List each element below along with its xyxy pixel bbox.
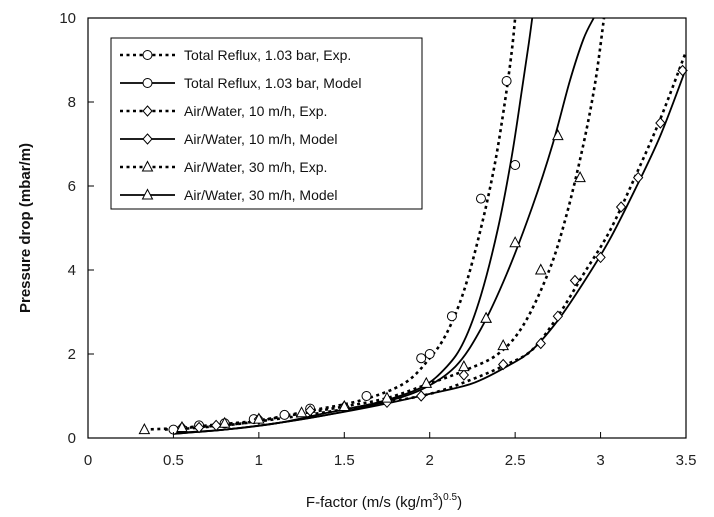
data-point-triangle [420, 376, 433, 388]
data-point-diamond [210, 419, 222, 432]
legend-swatch-marker [142, 50, 153, 60]
data-point-triangle [574, 171, 586, 183]
data-point-diamond [498, 358, 509, 371]
data-point-diamond [415, 390, 427, 402]
x-tick-label: 2 [426, 452, 434, 469]
data-point-diamond [535, 337, 546, 350]
legend-swatch-marker [142, 105, 153, 117]
x-axis-title: F-factor (m/s (kg/m3)0.5) [306, 492, 462, 511]
x-axis-ticks: 0 0.5 1 1.5 2 2.5 3 3.5 [84, 432, 697, 469]
data-point-triangle [295, 406, 308, 418]
data-point-diamond [595, 251, 606, 264]
data-point-triangle [338, 399, 351, 411]
legend-label: Total Reflux, 1.03 bar, Model [184, 75, 361, 91]
data-point-circle [501, 76, 512, 86]
data-point-diamond [552, 310, 564, 322]
legend-swatch-marker [142, 133, 153, 145]
data-point-triangle [458, 360, 470, 372]
x-axis-title-mid: ) [438, 494, 443, 511]
data-point-triangle [381, 391, 393, 403]
legend-label: Total Reflux, 1.03 bar, Exp. [184, 47, 351, 63]
legend-label: Air/Water, 30 m/h, Exp. [184, 159, 327, 175]
legend-label: Air/Water, 30 m/h, Model [184, 187, 338, 203]
data-point-circle [446, 311, 457, 322]
data-point-triangle [480, 311, 492, 323]
data-point-triangle [509, 236, 521, 248]
x-tick-label: 1.5 [334, 452, 355, 469]
y-tick-label: 8 [68, 94, 76, 111]
data-point-circle [424, 349, 435, 359]
x-tick-label: 1 [255, 452, 263, 469]
x-axis-title-sup1: 3 [433, 492, 439, 503]
data-point-triangle [218, 416, 231, 428]
data-point-triangle [497, 339, 510, 351]
data-point-circle [416, 353, 427, 364]
legend-label: Air/Water, 10 m/h, Model [184, 131, 338, 147]
data-point-circle [475, 193, 486, 204]
legend-swatch-marker [142, 78, 153, 88]
data-point-diamond [569, 274, 581, 287]
y-tick-label: 0 [68, 430, 76, 447]
x-axis-title-sup2: 0.5 [443, 492, 457, 503]
data-point-diamond [615, 201, 627, 213]
y-tick-label: 6 [68, 178, 76, 195]
x-tick-label: 0 [84, 452, 92, 469]
data-point-circle [361, 391, 372, 401]
legend-swatch-marker [141, 188, 154, 200]
data-point-triangle [552, 129, 564, 141]
x-tick-label: 3.5 [676, 452, 697, 469]
data-point-triangle [176, 420, 188, 432]
data-point-triangle [253, 412, 265, 424]
y-axis-ticks: 0 2 4 6 8 10 [59, 10, 94, 447]
legend-label: Air/Water, 10 m/h, Exp. [184, 103, 327, 119]
x-axis-title-main: F-factor (m/s (kg/m [306, 494, 433, 511]
x-tick-label: 2.5 [505, 452, 526, 469]
data-point-diamond [655, 117, 666, 129]
y-tick-label: 10 [59, 10, 76, 27]
y-axis-title: Pressure drop (mbar/m) [17, 143, 34, 313]
legend-swatch-marker [141, 160, 154, 172]
legend-box [110, 37, 423, 210]
data-point-circle [279, 409, 290, 420]
series-line-2 [173, 51, 686, 431]
y-tick-label: 2 [68, 346, 76, 363]
data-point-circle [510, 160, 521, 170]
data-point-diamond [458, 369, 470, 381]
y-tick-label: 4 [68, 262, 76, 279]
x-tick-label: 0.5 [163, 452, 184, 469]
series-markers [138, 64, 688, 435]
data-point-diamond [193, 421, 205, 434]
series-line-0 [164, 18, 517, 431]
x-tick-label: 3 [596, 452, 604, 469]
series-line-5 [173, 18, 595, 435]
plot-frame [87, 17, 687, 439]
x-axis-title-end: ) [457, 494, 462, 511]
data-point-triangle [534, 263, 547, 275]
legend: Total Reflux, 1.03 bar, Exp. Total Reflux… [110, 37, 423, 210]
data-point-diamond [632, 171, 644, 184]
data-point-diamond [304, 404, 316, 417]
data-point-triangle [138, 423, 151, 435]
